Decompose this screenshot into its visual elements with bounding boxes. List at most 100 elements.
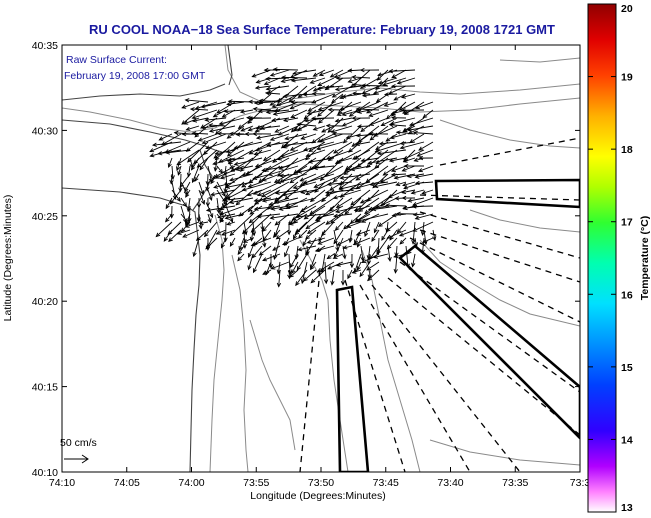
current-vector-shaft xyxy=(270,69,290,77)
current-vector-shaft xyxy=(333,189,362,199)
current-vector-head xyxy=(411,239,416,245)
current-vector-shaft xyxy=(415,101,434,109)
current-vector-head xyxy=(185,192,190,198)
y-tick-label: 40:20 xyxy=(32,296,58,308)
current-vector-shaft xyxy=(199,221,209,225)
current-vector-shaft xyxy=(219,213,227,223)
current-vector-head xyxy=(207,218,212,224)
current-vector-head xyxy=(262,257,268,262)
current-vector-head xyxy=(222,197,228,203)
current-vector-head xyxy=(194,177,199,182)
current-vector-head xyxy=(349,263,355,269)
current-vector-shaft xyxy=(289,221,299,225)
current-vector-head xyxy=(374,148,380,153)
x-axis-label: Longitude (Degrees:Minutes) xyxy=(250,490,385,502)
colorbar-tick-label: 16 xyxy=(621,289,633,301)
current-vector-shaft xyxy=(209,125,236,132)
current-vector-head xyxy=(413,242,419,248)
current-vector-shaft xyxy=(317,101,335,117)
current-vector-head xyxy=(330,280,335,286)
dashed-range-line xyxy=(419,211,580,259)
current-vector-head xyxy=(300,135,306,140)
current-vector-head xyxy=(165,204,170,210)
current-vector-shaft xyxy=(243,221,247,235)
current-vector-shaft xyxy=(207,213,212,223)
current-vector-head xyxy=(221,113,227,118)
current-vector-head xyxy=(395,181,401,187)
current-vector-shaft xyxy=(313,165,335,169)
current-vector-shaft xyxy=(361,157,380,162)
current-vector-head xyxy=(219,218,224,223)
current-vector-shaft xyxy=(387,229,407,239)
current-vector-shaft xyxy=(265,92,281,95)
current-vector-shaft xyxy=(345,157,362,170)
current-vector-head xyxy=(306,110,312,116)
current-vector-shaft xyxy=(360,245,364,261)
current-vector-head xyxy=(329,186,335,191)
current-vector-head xyxy=(209,213,214,219)
current-vector-shaft xyxy=(351,133,371,147)
current-vector-shaft xyxy=(333,229,344,244)
current-vector-head xyxy=(401,167,407,172)
current-vector-shaft xyxy=(373,253,389,258)
current-vector-head xyxy=(264,91,270,96)
current-vector-shaft xyxy=(403,149,425,160)
current-vector-shaft xyxy=(253,253,263,273)
current-vector-shaft xyxy=(362,93,380,97)
current-vector-head xyxy=(228,131,234,136)
current-vector-shaft xyxy=(221,237,227,248)
current-vector-head xyxy=(348,112,354,117)
current-vector-head xyxy=(369,136,375,141)
current-vector-head xyxy=(256,192,262,197)
current-vector-shaft xyxy=(227,157,245,161)
current-vector-shaft xyxy=(261,221,264,231)
current-vector-shaft xyxy=(191,157,200,170)
contour-line xyxy=(224,45,580,103)
current-vector-shaft xyxy=(278,269,281,287)
current-vector-shaft xyxy=(181,109,200,125)
contour-line xyxy=(469,209,580,233)
current-vector-shaft xyxy=(288,85,308,103)
current-vector-head xyxy=(387,257,392,262)
current-vector-shaft xyxy=(360,189,389,204)
current-vector-shaft xyxy=(375,197,398,209)
current-vector-head xyxy=(350,167,356,172)
current-vector-head xyxy=(388,158,394,163)
current-vector-head xyxy=(400,94,406,99)
dashed-range-line xyxy=(399,261,580,393)
current-vector-head xyxy=(360,127,366,133)
current-vector-head xyxy=(290,100,296,105)
current-vector-head xyxy=(355,106,361,112)
y-axis: 40:10 40:15 40:20 40:25 40:30 40:35 xyxy=(32,40,580,479)
current-vector-head xyxy=(254,128,260,133)
current-vector-head xyxy=(389,135,395,140)
current-vector-shaft xyxy=(325,165,344,177)
current-vector-head xyxy=(277,131,283,136)
survey-box-south xyxy=(335,285,370,472)
current-vector-head xyxy=(366,266,372,271)
current-vector-shaft xyxy=(368,205,389,210)
current-vector-head xyxy=(396,228,402,234)
current-vector-head xyxy=(161,141,166,146)
current-vector-head xyxy=(375,98,381,103)
current-vector-shaft xyxy=(342,109,362,116)
current-vector-head xyxy=(205,186,210,192)
current-vector-head xyxy=(238,245,243,251)
coastline-segment xyxy=(62,119,223,153)
current-vector-head xyxy=(361,93,367,98)
current-vector-shaft xyxy=(266,109,290,113)
current-vector-head xyxy=(295,228,301,234)
current-vector-shaft xyxy=(374,221,380,233)
current-vector-shaft xyxy=(281,133,299,149)
current-vector-shaft xyxy=(188,165,191,177)
current-vector-shaft xyxy=(340,173,371,179)
current-vector-head xyxy=(360,158,366,163)
current-vector-head xyxy=(284,252,289,258)
current-vector-head xyxy=(219,175,225,180)
current-vector-head xyxy=(325,123,331,128)
current-vector-head xyxy=(208,128,214,133)
current-vector-shaft xyxy=(206,181,209,191)
current-vector-head xyxy=(289,105,295,110)
current-vector-head xyxy=(247,127,253,132)
current-vector-head xyxy=(288,98,294,103)
